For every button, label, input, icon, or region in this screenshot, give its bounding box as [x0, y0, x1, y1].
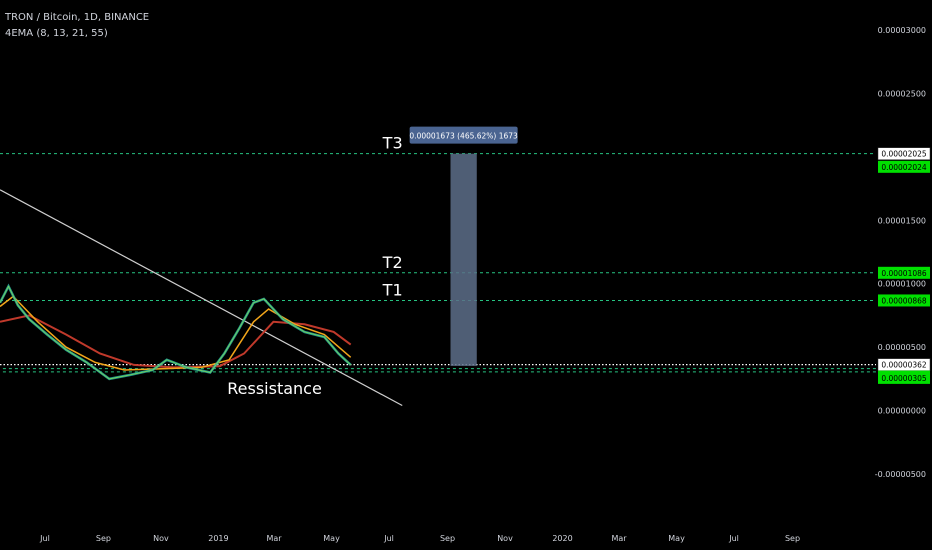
time-axis-label: Jul — [39, 534, 50, 543]
support-label: Ressistance — [227, 379, 322, 398]
level-layer — [0, 153, 876, 373]
time-axis-label: Jul — [728, 534, 739, 543]
time-axis-label: May — [668, 534, 685, 543]
ema-slow-line — [0, 314, 352, 369]
time-axis: Jul Sep Nov 2019 Mar May Jul Sep Nov 2020 Mar May Ju… — [39, 534, 800, 543]
resistance-trendline — [0, 189, 403, 407]
price-tag: 0.00000305 — [881, 374, 927, 383]
measure-label-bg — [409, 126, 518, 144]
price-axis-label: 0.00000500 — [878, 343, 926, 352]
price-tag-bg — [878, 294, 930, 307]
price-axis-label: 0.00003000 — [878, 26, 926, 35]
price-tag: 0.00000868 — [881, 296, 927, 305]
price-tag: 0.00001086 — [881, 269, 927, 278]
price-highlight-line — [0, 285, 351, 380]
price-tag-bg — [878, 371, 930, 384]
price-tag: 0.00002025 — [881, 150, 927, 159]
series-layer — [0, 189, 403, 407]
price-axis-label: 0.00001000 — [878, 280, 926, 289]
price-axis-label: 0.00000000 — [878, 407, 926, 416]
indicator-label: 4EMA (8, 13, 21, 55) — [5, 28, 108, 39]
time-axis-label: Nov — [497, 534, 513, 543]
time-axis-label: Sep — [785, 534, 800, 543]
target-label-t3: T3 — [382, 134, 403, 153]
label-layer: T3 T2 T1 Ressistance — [227, 134, 402, 398]
price-tag: 0.00002024 — [881, 163, 927, 172]
measure-box — [450, 153, 477, 366]
time-axis-label: May — [323, 534, 340, 543]
price-tag-bg — [877, 147, 931, 160]
price-axis: 0.00003000 0.00002500 0.00001500 0.00001000… — [875, 26, 926, 479]
time-axis-label: Mar — [267, 534, 283, 543]
time-axis-label: Sep — [440, 534, 455, 543]
price-tag: 0.00000362 — [881, 361, 927, 370]
target-label-t1: T1 — [382, 280, 403, 299]
time-axis-label: Mar — [612, 534, 628, 543]
target-label-t2: T2 — [382, 253, 403, 272]
price-tag-bg — [878, 160, 930, 173]
measure-label: 0.00001673 (465.62%) 1673 — [409, 132, 518, 141]
ema-fast-line — [0, 295, 352, 371]
chart-title: TRON / Bitcoin, 1D, BINANCE — [5, 12, 150, 23]
time-axis-label: Sep — [96, 534, 111, 543]
price-series-group — [0, 283, 352, 381]
price-tag-layer: 0.00002025 0.00002024 0.00001086 0.00000868… — [877, 147, 931, 384]
time-axis-label: Nov — [153, 534, 169, 543]
time-axis-label: 2019 — [208, 534, 228, 543]
measure-layer: 0.00001673 (465.62%) 1673 — [409, 126, 518, 366]
time-axis-label: Jul — [383, 534, 394, 543]
price-axis-label: -0.00000500 — [875, 470, 926, 479]
price-axis-label: 0.00001500 — [878, 216, 926, 225]
time-axis-label: 2020 — [552, 534, 572, 543]
price-axis-label: 0.00002500 — [878, 89, 926, 98]
price-tag-bg — [878, 266, 930, 279]
